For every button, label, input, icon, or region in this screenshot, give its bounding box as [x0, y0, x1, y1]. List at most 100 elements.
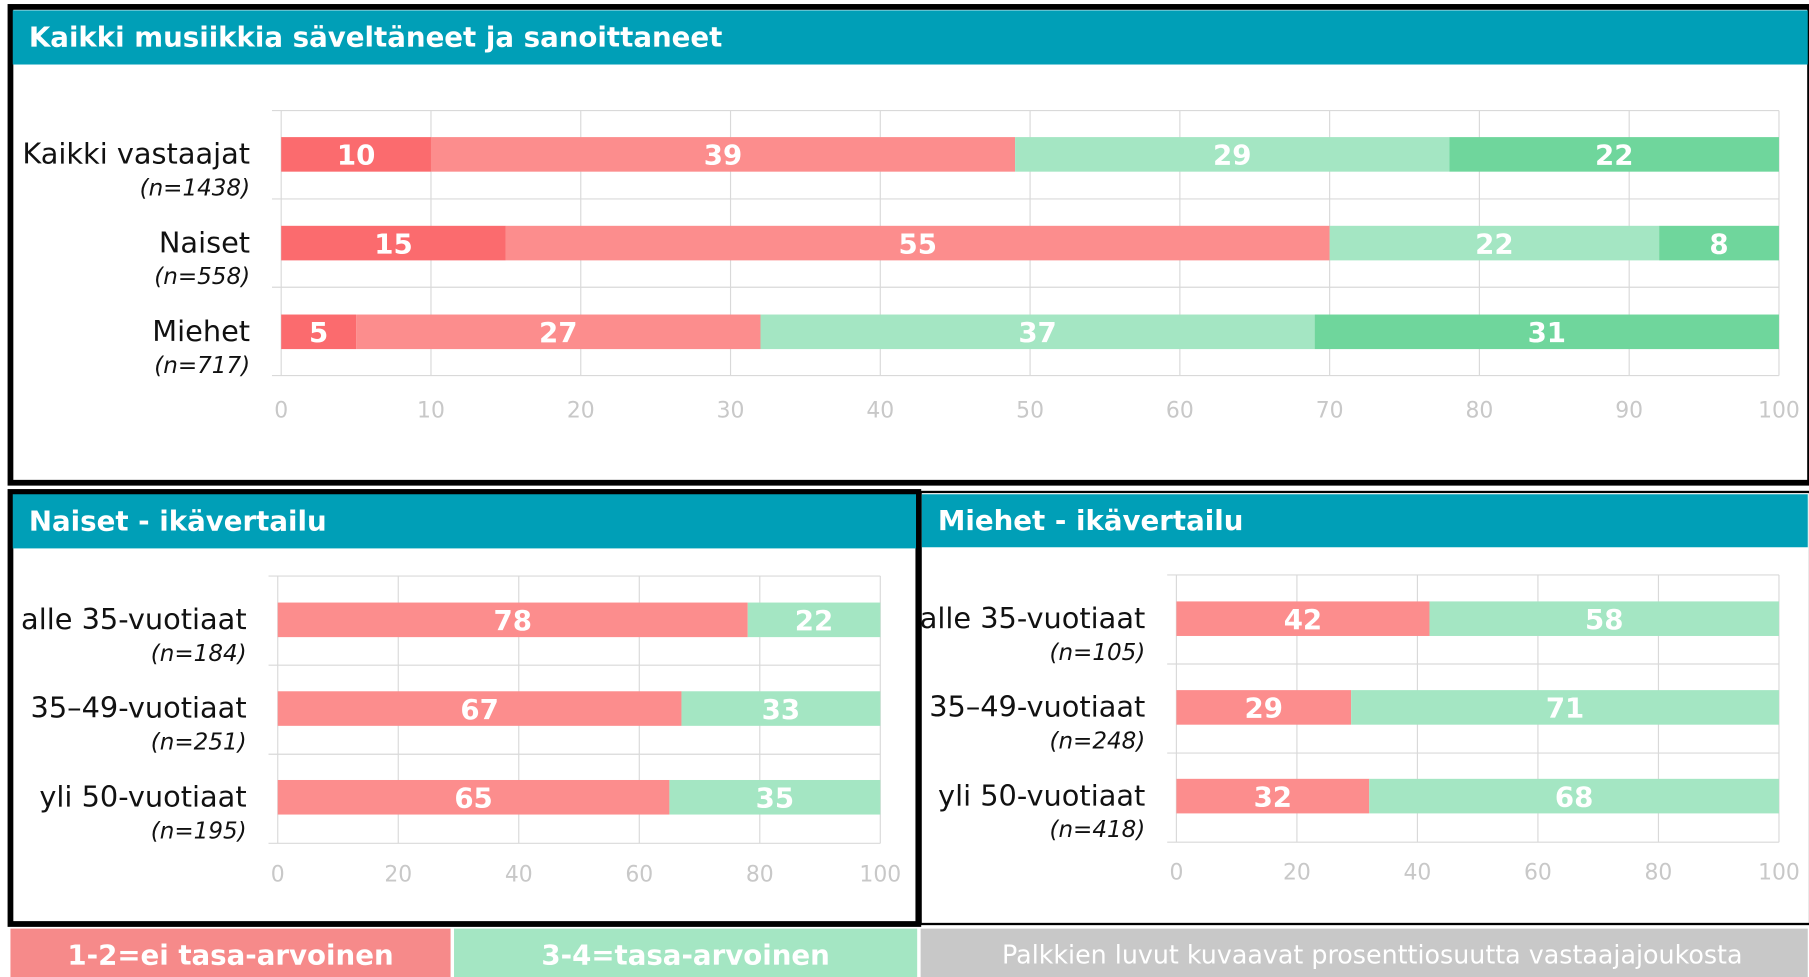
data-label: 37 — [1018, 316, 1056, 349]
data-label: 29 — [1213, 139, 1251, 172]
x-tick-label: 50 — [1016, 398, 1044, 423]
x-tick-label: 0 — [271, 863, 285, 888]
data-label: 31 — [1528, 316, 1566, 349]
bar-segment — [1314, 314, 1779, 350]
x-tick-label: 10 — [417, 398, 445, 423]
category-label: alle 35-vuotiaat — [920, 601, 1146, 635]
category-note: (n=248) — [1049, 728, 1145, 754]
bar-segment — [356, 314, 761, 350]
data-label: 55 — [899, 227, 937, 260]
x-tick-label: 30 — [717, 398, 745, 423]
data-label: 8 — [1709, 227, 1728, 260]
bar-segment — [1329, 225, 1660, 261]
panel-border — [919, 490, 1809, 926]
x-tick-label: 40 — [1404, 860, 1432, 885]
category-label: yli 50-vuotiaat — [938, 778, 1145, 812]
bar-segment — [669, 779, 881, 815]
bar-segment — [281, 225, 506, 261]
x-tick-label: 80 — [1465, 398, 1493, 423]
data-label: 22 — [1595, 139, 1633, 172]
x-tick-label: 80 — [1645, 860, 1673, 885]
bar-segment — [430, 137, 1016, 172]
category-note: (n=717) — [154, 353, 250, 379]
bar-segment — [1449, 137, 1779, 172]
bar-segment — [1176, 601, 1430, 636]
data-label: 71 — [1546, 692, 1584, 725]
panel-header — [12, 494, 917, 549]
panel-border — [7, 489, 922, 927]
x-tick-label: 20 — [1283, 860, 1311, 885]
bar-segment — [1429, 601, 1779, 636]
data-label: 5 — [309, 316, 328, 349]
x-tick-label: 40 — [505, 863, 533, 888]
data-label: 32 — [1254, 780, 1292, 813]
x-tick-label: 40 — [866, 398, 894, 423]
category-note: (n=251) — [151, 730, 247, 756]
data-label: 22 — [1475, 227, 1513, 260]
legend-label: 3-4=tasa-arvoinen — [541, 938, 829, 971]
panel-title: Naiset - ikävertailu — [29, 504, 327, 537]
bar-segment — [1351, 690, 1779, 725]
x-tick-label: 60 — [1166, 398, 1194, 423]
panel-title: Kaikki musiikkia säveltäneet ja sanoitta… — [29, 21, 722, 54]
data-label: 29 — [1245, 692, 1283, 725]
category-note: (n=105) — [1049, 640, 1145, 666]
bar-segment — [281, 314, 357, 350]
data-label: 22 — [795, 604, 833, 637]
legend-label: 1-2=ei tasa-arvoinen — [67, 938, 393, 971]
data-label: 10 — [337, 139, 375, 172]
data-label: 78 — [494, 604, 532, 637]
x-tick-label: 60 — [1524, 860, 1552, 885]
category-note: (n=184) — [151, 641, 247, 667]
bar-segment — [747, 602, 881, 638]
bar-segment — [277, 779, 670, 815]
x-tick-label: 0 — [1169, 860, 1183, 885]
legend-swatch — [454, 928, 918, 977]
data-label: 68 — [1555, 780, 1593, 813]
bar-segment — [277, 602, 748, 638]
category-label: 35–49-vuotiaat — [31, 691, 247, 725]
x-tick-label: 70 — [1316, 398, 1344, 423]
category-note: (n=558) — [154, 264, 250, 290]
x-tick-label: 100 — [859, 863, 901, 888]
category-label: yli 50-vuotiaat — [39, 779, 246, 813]
category-note: (n=195) — [151, 818, 247, 844]
x-tick-label: 80 — [746, 863, 774, 888]
x-tick-label: 20 — [384, 863, 412, 888]
bar-segment — [281, 137, 431, 172]
bar-segment — [1176, 690, 1352, 725]
category-label: Miehet — [152, 314, 250, 348]
category-label: alle 35-vuotiaat — [21, 602, 247, 636]
x-tick-label: 90 — [1615, 398, 1643, 423]
bar-segment — [1659, 225, 1779, 261]
bar-segment — [1176, 778, 1370, 814]
data-label: 67 — [460, 693, 498, 726]
x-tick-label: 60 — [625, 863, 653, 888]
data-label: 42 — [1284, 603, 1322, 636]
category-label: 35–49-vuotiaat — [929, 690, 1145, 724]
x-tick-label: 0 — [274, 398, 288, 423]
data-label: 58 — [1585, 603, 1623, 636]
data-label: 65 — [454, 782, 492, 815]
bar-segment — [505, 225, 1330, 261]
x-tick-label: 100 — [1758, 398, 1800, 423]
panel-title: Miehet - ikävertailu — [938, 504, 1243, 537]
data-label: 27 — [539, 316, 577, 349]
bar-segment — [681, 691, 881, 726]
x-tick-label: 20 — [567, 398, 595, 423]
category-label: Kaikki vastaajat — [22, 137, 250, 171]
legend-note: Palkkien luvut kuvaavat prosenttiosuutta… — [1002, 939, 1742, 969]
legend-note-box — [920, 928, 1808, 977]
data-label: 15 — [374, 227, 412, 260]
category-note: (n=1438) — [140, 175, 250, 201]
data-label: 35 — [756, 782, 794, 815]
bar-segment — [760, 314, 1315, 350]
legend-swatch — [10, 928, 451, 977]
bar-segment — [277, 691, 682, 726]
category-note: (n=418) — [1049, 817, 1145, 843]
category-label: Naiset — [159, 225, 250, 259]
bar-segment — [1369, 778, 1779, 814]
data-label: 39 — [704, 139, 742, 172]
